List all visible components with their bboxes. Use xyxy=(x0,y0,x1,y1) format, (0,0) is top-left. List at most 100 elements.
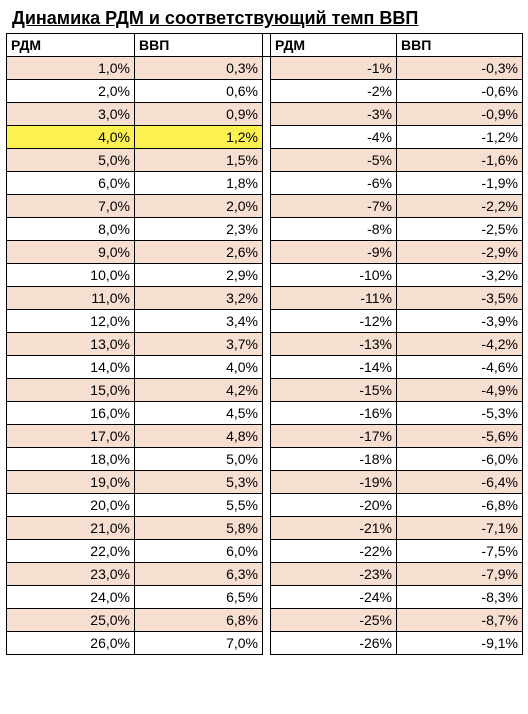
row-spacer xyxy=(263,586,271,609)
cell-vvp-left: 3,4% xyxy=(135,310,263,333)
cell-vvp-left: 3,7% xyxy=(135,333,263,356)
cell-vvp-right: -1,2% xyxy=(397,126,523,149)
table-title: Динамика РДМ и соответствующий темп ВВП xyxy=(12,8,522,29)
row-spacer xyxy=(263,494,271,517)
cell-rdm-right: -22% xyxy=(271,540,397,563)
row-spacer xyxy=(263,517,271,540)
cell-rdm-left: 24,0% xyxy=(7,586,135,609)
cell-vvp-right: -2,5% xyxy=(397,218,523,241)
cell-rdm-right: -23% xyxy=(271,563,397,586)
cell-vvp-left: 5,8% xyxy=(135,517,263,540)
cell-rdm-left: 17,0% xyxy=(7,425,135,448)
table-row: 8,0%2,3% -8%-2,5% xyxy=(7,218,523,241)
cell-vvp-left: 5,5% xyxy=(135,494,263,517)
cell-rdm-left: 2,0% xyxy=(7,80,135,103)
cell-vvp-left: 6,8% xyxy=(135,609,263,632)
table-row: 19,0%5,3%-19%-6,4% xyxy=(7,471,523,494)
cell-vvp-left: 3,2% xyxy=(135,287,263,310)
cell-vvp-right: -0,9% xyxy=(397,103,523,126)
row-spacer xyxy=(263,195,271,218)
row-spacer xyxy=(263,149,271,172)
cell-vvp-left: 1,5% xyxy=(135,149,263,172)
cell-rdm-left: 21,0% xyxy=(7,517,135,540)
cell-vvp-left: 1,2% xyxy=(135,126,263,149)
row-spacer xyxy=(263,471,271,494)
row-spacer xyxy=(263,425,271,448)
cell-rdm-left: 11,0% xyxy=(7,287,135,310)
cell-vvp-right: -4,9% xyxy=(397,379,523,402)
table-row: 7,0%2,0%-7%-2,2% xyxy=(7,195,523,218)
cell-vvp-right: -0,3% xyxy=(397,57,523,80)
table-row: 6,0%1,8%-6%-1,9% xyxy=(7,172,523,195)
table-row: 17,0%4,8%-17%-5,6% xyxy=(7,425,523,448)
cell-rdm-right: -26% xyxy=(271,632,397,655)
cell-vvp-left: 0,9% xyxy=(135,103,263,126)
cell-rdm-left: 16,0% xyxy=(7,402,135,425)
table-row: 16,0%4,5%-16%-5,3% xyxy=(7,402,523,425)
table-row: 5,0%1,5%-5%-1,6% xyxy=(7,149,523,172)
row-spacer xyxy=(263,609,271,632)
cell-rdm-left: 12,0% xyxy=(7,310,135,333)
cell-rdm-left: 8,0% xyxy=(7,218,135,241)
row-spacer xyxy=(263,540,271,563)
row-spacer xyxy=(263,310,271,333)
row-spacer xyxy=(263,287,271,310)
table-row: 11,0%3,2%-11%-3,5% xyxy=(7,287,523,310)
table-row: 9,0%2,6%-9%-2,9% xyxy=(7,241,523,264)
cell-rdm-right: -3% xyxy=(271,103,397,126)
cell-vvp-right: -1,6% xyxy=(397,149,523,172)
cell-rdm-left: 20,0% xyxy=(7,494,135,517)
row-spacer xyxy=(263,632,271,655)
cell-vvp-left: 4,5% xyxy=(135,402,263,425)
cell-vvp-left: 5,0% xyxy=(135,448,263,471)
table-row: 25,0%6,8%-25%-8,7% xyxy=(7,609,523,632)
cell-rdm-left: 4,0% xyxy=(7,126,135,149)
row-spacer xyxy=(263,218,271,241)
col-header-vvp-left: ВВП xyxy=(135,34,263,57)
cell-rdm-right: -15% xyxy=(271,379,397,402)
cell-vvp-right: -7,9% xyxy=(397,563,523,586)
cell-rdm-right: -4% xyxy=(271,126,397,149)
cell-rdm-right: -8% xyxy=(271,218,397,241)
cell-rdm-right: -18% xyxy=(271,448,397,471)
cell-rdm-right: -19% xyxy=(271,471,397,494)
row-spacer xyxy=(263,356,271,379)
row-spacer xyxy=(263,448,271,471)
cell-vvp-right: -8,7% xyxy=(397,609,523,632)
col-header-vvp-right: ВВП xyxy=(397,34,523,57)
table-row: 21,0%5,8%-21%-7,1% xyxy=(7,517,523,540)
cell-rdm-right: -21% xyxy=(271,517,397,540)
cell-rdm-right: -25% xyxy=(271,609,397,632)
cell-rdm-left: 7,0% xyxy=(7,195,135,218)
cell-rdm-left: 13,0% xyxy=(7,333,135,356)
cell-rdm-left: 22,0% xyxy=(7,540,135,563)
cell-vvp-right: -5,3% xyxy=(397,402,523,425)
cell-vvp-right: -3,2% xyxy=(397,264,523,287)
table-row: 1,0%0,3%-1%-0,3% xyxy=(7,57,523,80)
cell-rdm-left: 5,0% xyxy=(7,149,135,172)
cell-vvp-right: -2,9% xyxy=(397,241,523,264)
row-spacer xyxy=(263,264,271,287)
cell-rdm-right: -14% xyxy=(271,356,397,379)
cell-rdm-left: 26,0% xyxy=(7,632,135,655)
cell-vvp-right: -4,2% xyxy=(397,333,523,356)
cell-vvp-left: 0,6% xyxy=(135,80,263,103)
cell-rdm-right: -20% xyxy=(271,494,397,517)
col-header-rdm-right: РДМ xyxy=(271,34,397,57)
cell-vvp-left: 6,5% xyxy=(135,586,263,609)
cell-vvp-left: 6,0% xyxy=(135,540,263,563)
cell-vvp-right: -3,9% xyxy=(397,310,523,333)
cell-rdm-left: 18,0% xyxy=(7,448,135,471)
header-row: РДМ ВВП РДМ ВВП xyxy=(7,34,523,57)
cell-vvp-left: 2,9% xyxy=(135,264,263,287)
cell-vvp-left: 4,8% xyxy=(135,425,263,448)
cell-vvp-left: 6,3% xyxy=(135,563,263,586)
table-row: 15,0%4,2%-15%-4,9% xyxy=(7,379,523,402)
table-row: 20,0%5,5%-20%-6,8% xyxy=(7,494,523,517)
row-spacer xyxy=(263,172,271,195)
cell-vvp-left: 2,3% xyxy=(135,218,263,241)
col-header-rdm-left: РДМ xyxy=(7,34,135,57)
cell-rdm-left: 19,0% xyxy=(7,471,135,494)
cell-vvp-left: 5,3% xyxy=(135,471,263,494)
cell-rdm-left: 9,0% xyxy=(7,241,135,264)
